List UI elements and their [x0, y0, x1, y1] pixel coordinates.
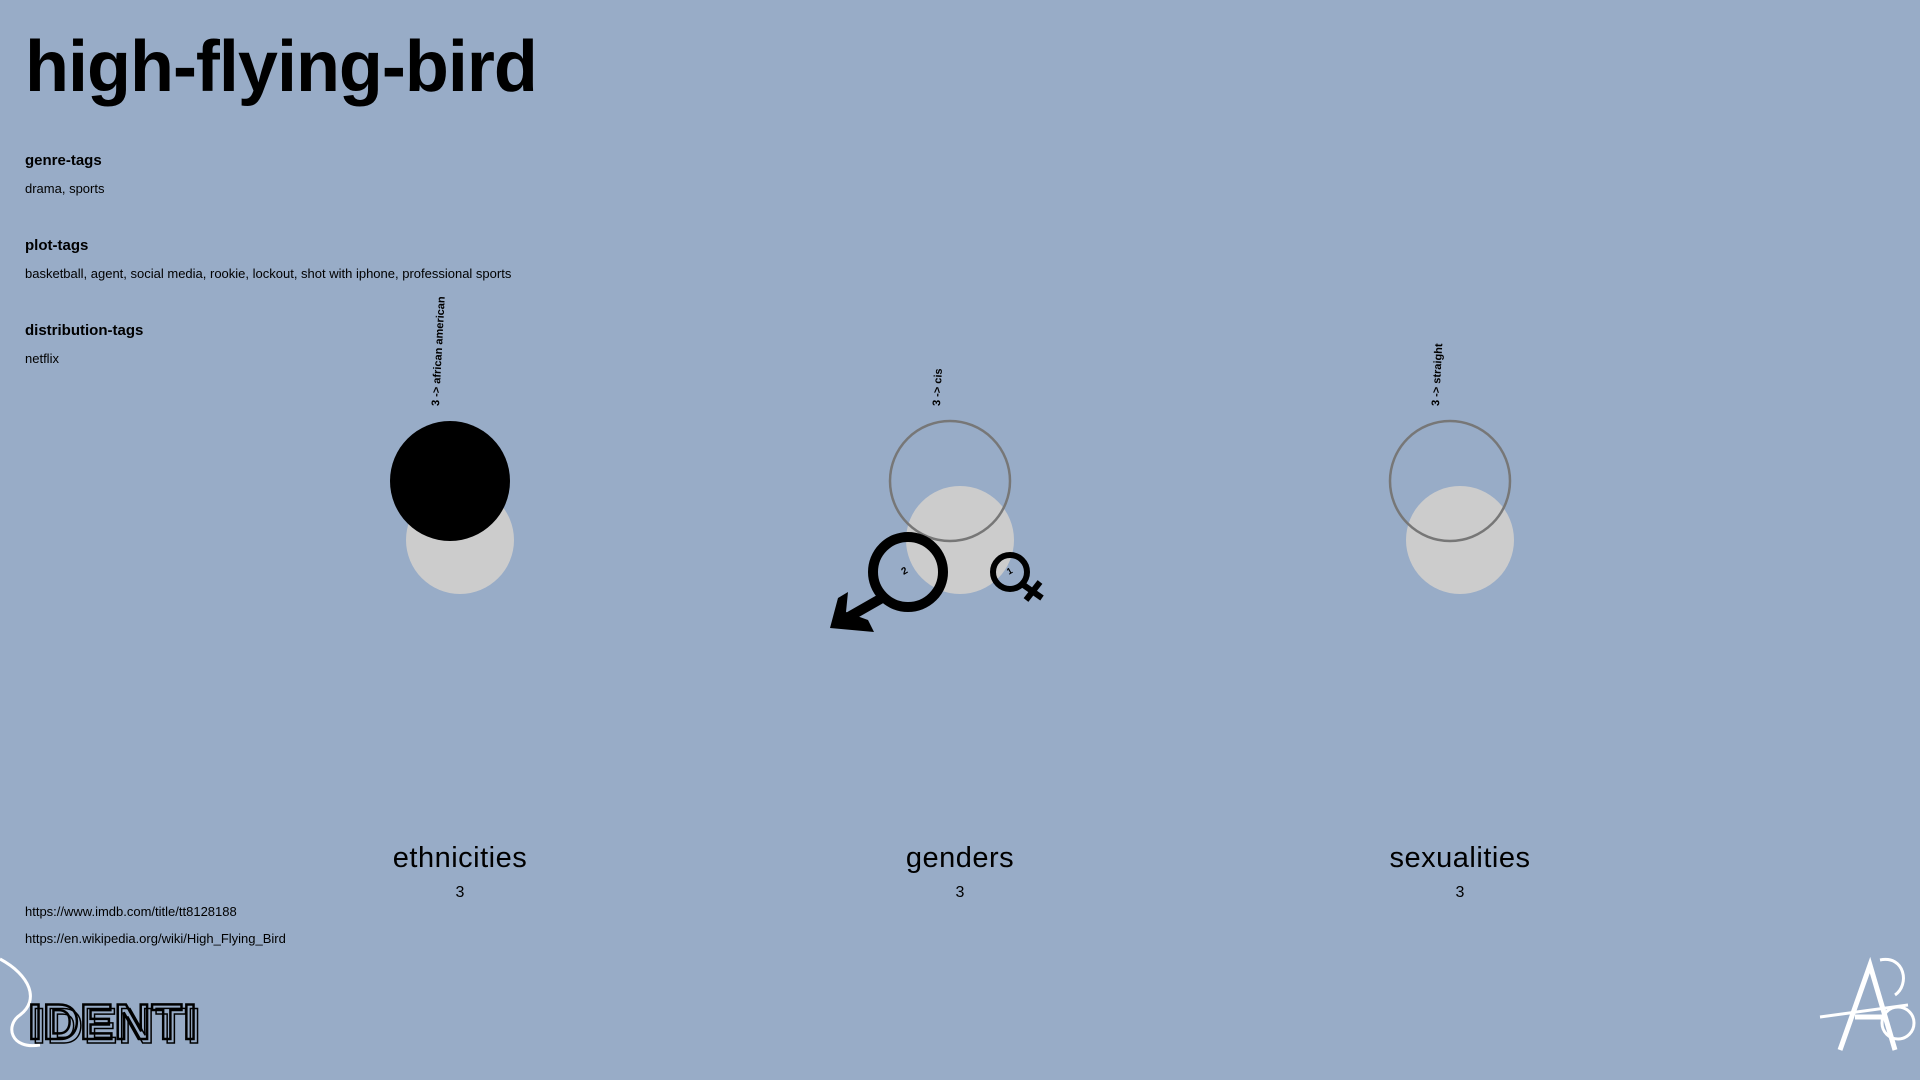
plot-tags-values: basketball, agent, social media, rookie,…: [25, 266, 512, 281]
genders-label: genders: [905, 842, 1015, 874]
ethnicities-label: ethnicities: [392, 842, 528, 874]
page-title: high-flying-bird: [25, 27, 538, 107]
decorative-glyph-icon: [1819, 956, 1916, 1051]
ethnicity-filled-circle: [390, 421, 510, 541]
distribution-tags-values: netflix: [25, 351, 59, 366]
sexualities-label: sexualities: [1389, 842, 1531, 874]
sexualities-count: 3: [1455, 884, 1465, 901]
identi-logo[interactable]: IDENTI IDENTI: [0, 955, 200, 1065]
wikipedia-link[interactable]: https://en.wikipedia.org/wiki/High_Flyin…: [25, 931, 286, 946]
ethnicities-count: 3: [455, 884, 465, 901]
male-symbol-icon: [830, 532, 948, 632]
gender-outline-circle: [888, 419, 1012, 543]
logo-text-shadow: IDENTI: [32, 998, 200, 1054]
genders-count: 3: [955, 884, 965, 901]
female-symbol-icon: [990, 552, 1044, 602]
sexuality-outline-circle: [1388, 419, 1512, 543]
genre-tags-section: genre-tags drama, sports: [25, 152, 104, 196]
plot-tags-heading: plot-tags: [25, 237, 89, 254]
genre-tags-values: drama, sports: [25, 181, 105, 196]
logo-text: IDENTI: [28, 994, 198, 1050]
plot-tags-section: plot-tags basketball, agent, social medi…: [25, 237, 511, 281]
distribution-tags-heading: distribution-tags: [25, 322, 144, 339]
imdb-link[interactable]: https://www.imdb.com/title/tt8128188: [25, 904, 237, 919]
external-links: https://www.imdb.com/title/tt8128188 htt…: [25, 904, 286, 958]
genre-tags-heading: genre-tags: [25, 152, 102, 169]
logo-scribble-left: [0, 957, 41, 1048]
distribution-tags-section: distribution-tags netflix: [25, 322, 143, 366]
gender-breakdown-label: 3 -> cis: [931, 368, 945, 407]
